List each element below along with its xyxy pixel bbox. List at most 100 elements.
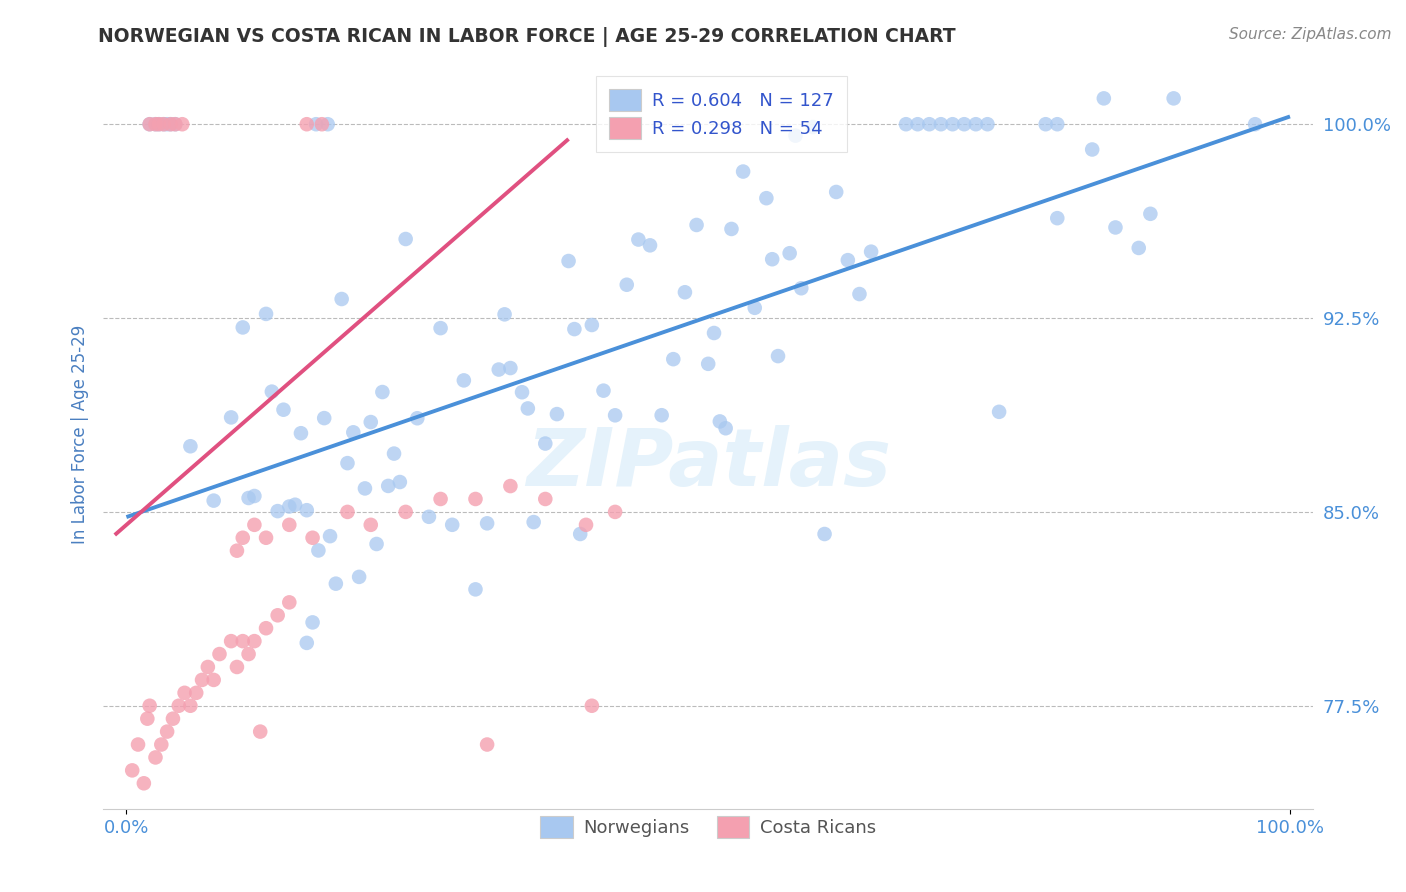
- Point: [790, 281, 813, 295]
- Point: [464, 582, 486, 597]
- Point: [534, 436, 557, 450]
- Point: [1139, 207, 1161, 221]
- Point: [848, 287, 870, 301]
- Point: [138, 117, 160, 131]
- Point: [453, 373, 475, 387]
- Point: [150, 738, 173, 752]
- Point: [295, 503, 318, 517]
- Point: [377, 479, 399, 493]
- Point: [464, 491, 486, 506]
- Point: [564, 322, 586, 336]
- Point: [603, 505, 626, 519]
- Point: [342, 425, 364, 440]
- Point: [121, 764, 143, 778]
- Point: [627, 233, 650, 247]
- Point: [307, 543, 329, 558]
- Point: [325, 576, 347, 591]
- Point: [159, 117, 181, 131]
- Point: [546, 407, 568, 421]
- Point: [243, 489, 266, 503]
- Point: [278, 517, 301, 532]
- Point: [965, 117, 987, 131]
- Point: [988, 405, 1011, 419]
- Point: [360, 415, 382, 429]
- Point: [1081, 143, 1104, 157]
- Point: [148, 117, 170, 131]
- Legend: Norwegians, Costa Ricans: Norwegians, Costa Ricans: [533, 809, 883, 845]
- Point: [429, 491, 451, 506]
- Point: [243, 517, 266, 532]
- Point: [226, 543, 249, 558]
- Point: [557, 254, 579, 268]
- Point: [371, 385, 394, 400]
- Point: [761, 252, 783, 267]
- Point: [813, 527, 835, 541]
- Point: [165, 117, 187, 131]
- Point: [516, 401, 538, 416]
- Point: [976, 117, 998, 131]
- Point: [127, 738, 149, 752]
- Point: [152, 117, 174, 131]
- Point: [382, 447, 405, 461]
- Point: [494, 307, 516, 321]
- Point: [243, 634, 266, 648]
- Point: [603, 409, 626, 423]
- Point: [249, 724, 271, 739]
- Point: [167, 698, 190, 713]
- Point: [929, 117, 952, 131]
- Point: [336, 456, 359, 470]
- Point: [278, 595, 301, 609]
- Point: [238, 491, 260, 505]
- Point: [388, 475, 411, 489]
- Point: [581, 318, 603, 332]
- Text: NORWEGIAN VS COSTA RICAN IN LABOR FORCE | AGE 25-29 CORRELATION CHART: NORWEGIAN VS COSTA RICAN IN LABOR FORCE …: [98, 27, 956, 46]
- Point: [136, 712, 159, 726]
- Point: [238, 647, 260, 661]
- Point: [662, 352, 685, 367]
- Point: [266, 504, 288, 518]
- Point: [232, 531, 254, 545]
- Point: [186, 686, 208, 700]
- Point: [179, 698, 201, 713]
- Point: [569, 527, 592, 541]
- Point: [510, 385, 533, 400]
- Point: [314, 411, 336, 425]
- Point: [191, 673, 214, 687]
- Point: [825, 185, 848, 199]
- Point: [232, 320, 254, 334]
- Point: [278, 500, 301, 514]
- Point: [941, 117, 963, 131]
- Point: [733, 164, 755, 178]
- Point: [1163, 91, 1185, 105]
- Point: [159, 117, 181, 131]
- Point: [336, 505, 359, 519]
- Point: [254, 307, 277, 321]
- Point: [894, 117, 917, 131]
- Point: [499, 479, 522, 493]
- Point: [709, 414, 731, 428]
- Point: [1046, 117, 1069, 131]
- Point: [592, 384, 614, 398]
- Point: [347, 570, 370, 584]
- Point: [720, 222, 742, 236]
- Point: [156, 117, 179, 131]
- Point: [305, 117, 328, 131]
- Point: [953, 117, 976, 131]
- Point: [360, 517, 382, 532]
- Point: [766, 349, 789, 363]
- Point: [714, 421, 737, 435]
- Point: [1128, 241, 1150, 255]
- Point: [260, 384, 283, 399]
- Point: [208, 647, 231, 661]
- Point: [132, 776, 155, 790]
- Point: [395, 505, 418, 519]
- Point: [145, 117, 167, 131]
- Point: [1244, 117, 1267, 131]
- Point: [138, 117, 160, 131]
- Point: [575, 517, 598, 532]
- Point: [316, 117, 339, 131]
- Point: [232, 634, 254, 648]
- Point: [366, 537, 388, 551]
- Point: [837, 253, 859, 268]
- Point: [685, 218, 707, 232]
